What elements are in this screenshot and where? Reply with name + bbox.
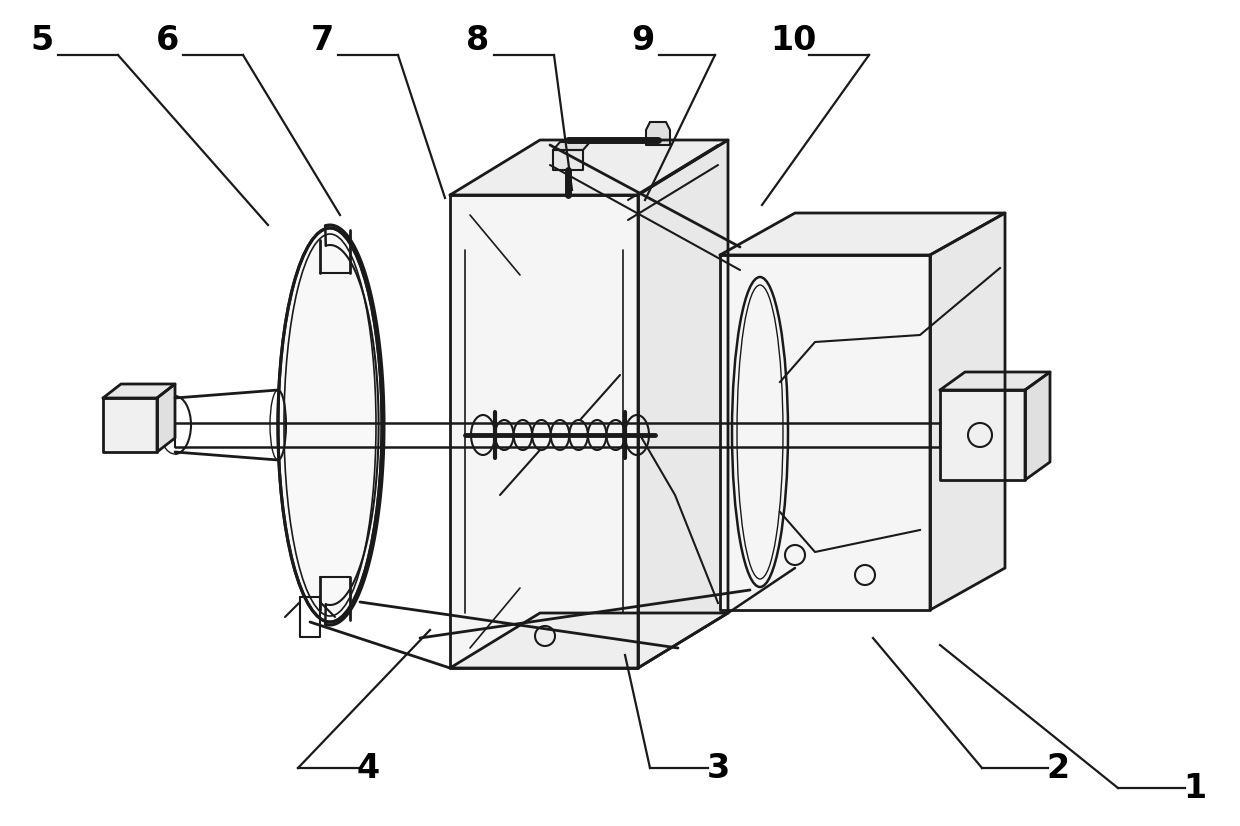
Text: 6: 6 xyxy=(155,23,179,56)
Text: 9: 9 xyxy=(631,23,655,56)
Text: 8: 8 xyxy=(466,23,490,56)
Polygon shape xyxy=(553,142,590,150)
Polygon shape xyxy=(646,122,670,145)
Polygon shape xyxy=(940,372,1050,390)
Text: 2: 2 xyxy=(1047,752,1070,785)
Text: 5: 5 xyxy=(30,23,53,56)
Text: 4: 4 xyxy=(356,752,379,785)
Polygon shape xyxy=(720,255,930,610)
Polygon shape xyxy=(639,140,728,668)
Polygon shape xyxy=(553,150,583,170)
Text: 10: 10 xyxy=(770,23,816,56)
Polygon shape xyxy=(157,384,175,452)
Polygon shape xyxy=(103,384,175,398)
Text: 7: 7 xyxy=(310,23,334,56)
Polygon shape xyxy=(103,398,157,452)
Polygon shape xyxy=(940,390,1025,480)
Ellipse shape xyxy=(278,228,382,622)
Polygon shape xyxy=(1025,372,1050,480)
Polygon shape xyxy=(450,613,728,668)
Text: 3: 3 xyxy=(707,752,729,785)
Polygon shape xyxy=(450,140,728,195)
Text: 1: 1 xyxy=(1183,771,1207,805)
Polygon shape xyxy=(450,195,639,668)
Polygon shape xyxy=(720,213,1004,255)
Polygon shape xyxy=(930,213,1004,610)
